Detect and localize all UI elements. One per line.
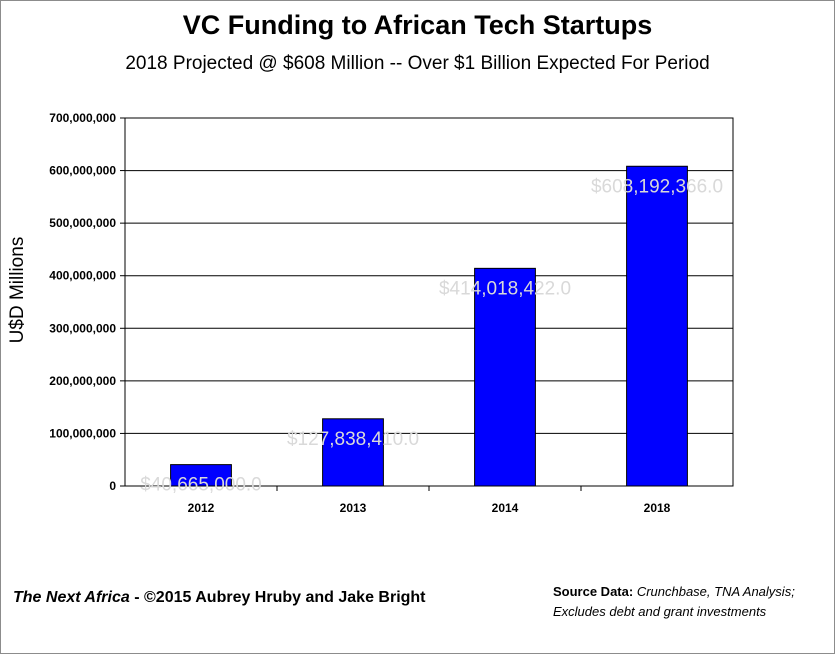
chart-subtitle: 2018 Projected @ $608 Million -- Over $1…: [125, 53, 710, 74]
x-tick-label: 2018: [644, 501, 671, 515]
x-tick-label: 2014: [492, 501, 519, 515]
y-tick-label: 0: [109, 479, 116, 493]
y-tick-label: 700,000,000: [49, 111, 116, 125]
y-tick-label: 500,000,000: [49, 216, 116, 230]
bar: [322, 418, 384, 487]
data-label: $608,192,366.0: [591, 176, 723, 197]
x-tick-label: 2013: [340, 501, 367, 515]
y-tick-label: 400,000,000: [49, 269, 116, 283]
x-tick-label: 2012: [188, 501, 215, 515]
y-tick-label: 300,000,000: [49, 321, 116, 335]
label-layer: $40,665,000.0 $127,838,410.0 $414,018,422.…: [140, 176, 723, 495]
credit-line: The Next Africa - ©2015 Aubrey Hruby and…: [13, 589, 426, 607]
y-tick-label: 600,000,000: [49, 164, 116, 178]
bar: [474, 267, 536, 487]
data-label: $414,018,422.0: [439, 278, 571, 299]
axis-layer: 0 100,000,000 200,000,000 300,000,000 400,00…: [49, 111, 734, 515]
y-tick-label: 200,000,000: [49, 374, 116, 388]
credit-publication: The Next Africa: [13, 589, 130, 606]
credit-authors: - ©2015 Aubrey Hruby and Jake Bright: [129, 589, 426, 606]
y-tick-label: 100,000,000: [49, 426, 116, 440]
chart-title: VC Funding to African Tech Startups: [182, 10, 653, 40]
source-line-1: Crunchbase, TNA Analysis;: [633, 584, 795, 599]
bar: [626, 165, 688, 487]
source-label: Source Data:: [553, 584, 634, 599]
data-label: $40,665,000.0: [140, 475, 262, 496]
source-line-2: Excludes debt and grant investments: [553, 604, 767, 619]
data-label: $127,838,410.0: [287, 429, 419, 450]
source-note: Source Data: Crunchbase, TNA Analysis; E…: [553, 582, 795, 622]
bar-layer: [170, 165, 688, 487]
